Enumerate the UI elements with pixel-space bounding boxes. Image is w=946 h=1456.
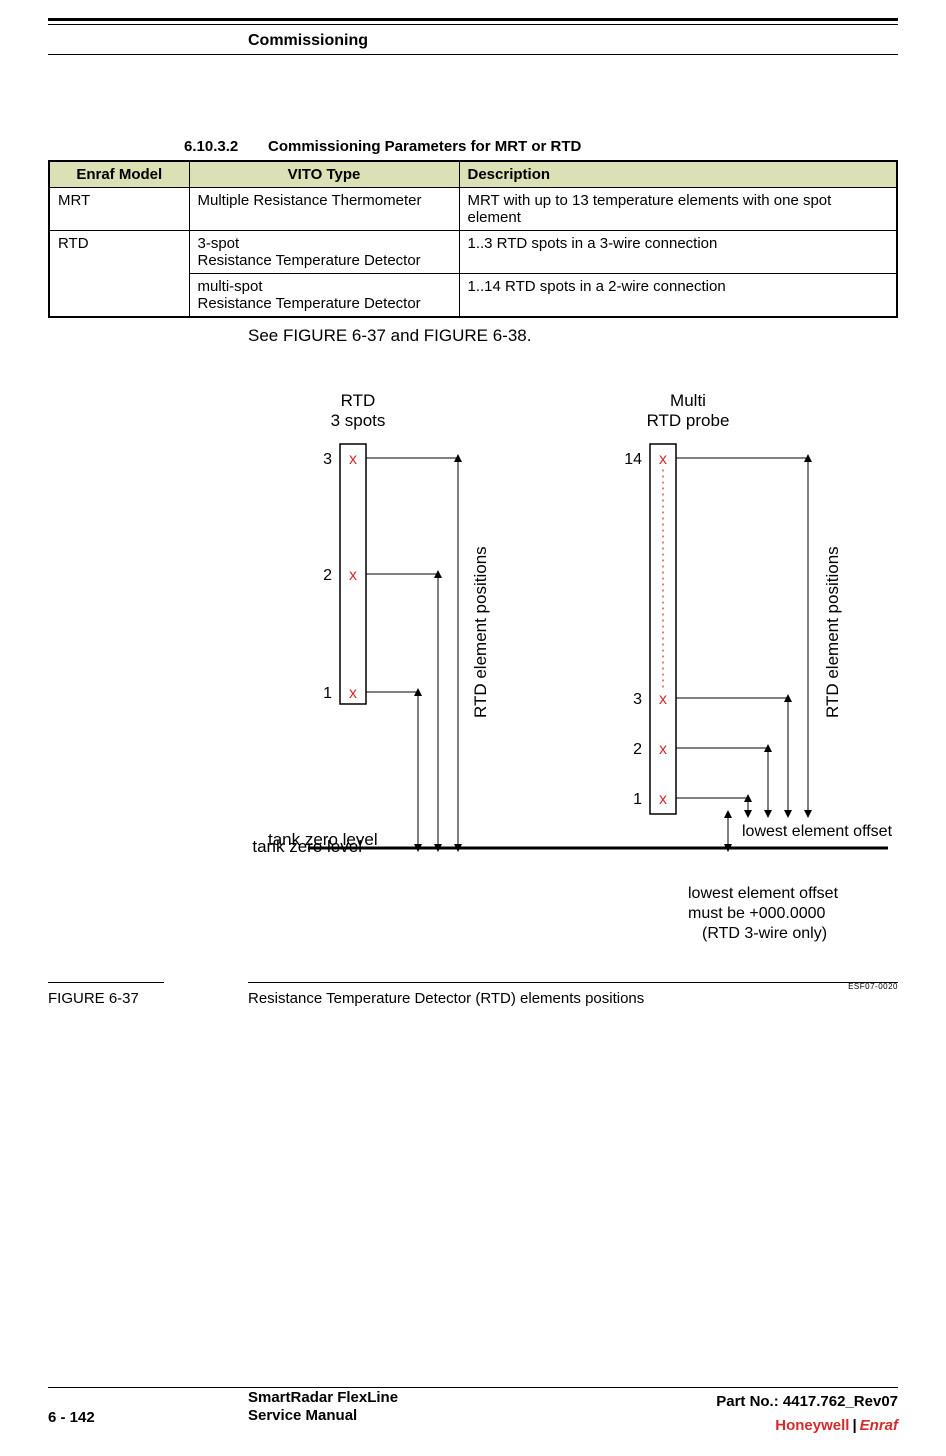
doc-title: SmartRadar FlexLine Service Manual bbox=[248, 1389, 398, 1427]
page-number: 6 - 142 bbox=[48, 1409, 95, 1426]
figure-number: FIGURE 6-37 bbox=[48, 990, 139, 1007]
part-number: Part No.: 4417.762_Rev07 bbox=[716, 1393, 898, 1410]
x-mark: x bbox=[659, 451, 667, 468]
logo-divider: | bbox=[849, 1417, 859, 1434]
x-mark: x bbox=[659, 691, 667, 708]
td-vito-rtd-multi: multi-spot Resistance Temperature Detect… bbox=[189, 274, 459, 318]
figure-caption: Resistance Temperature Detector (RTD) el… bbox=[248, 990, 644, 1007]
note-line-3: (RTD 3-wire only) bbox=[702, 925, 827, 942]
td-model-mrt: MRT bbox=[49, 188, 189, 231]
num-1r: 1 bbox=[633, 791, 642, 808]
td-desc-mrt: MRT with up to 13 temperature elements w… bbox=[459, 188, 897, 231]
note-line-2: must be +000.0000 bbox=[688, 905, 826, 922]
rule-top-thin bbox=[48, 24, 898, 25]
honeywell-enraf-logo: Honeywell|Enraf bbox=[775, 1417, 898, 1434]
th-description: Description bbox=[459, 161, 897, 188]
right-title-2: RTD probe bbox=[647, 411, 730, 430]
label: 3-spot bbox=[198, 235, 240, 252]
x-mark: x bbox=[659, 791, 667, 808]
table-header-row: Enraf Model VITO Type Description bbox=[49, 161, 897, 188]
th-vito-type: VITO Type bbox=[189, 161, 459, 188]
td-vito-mrt: Multiple Resistance Thermometer bbox=[189, 188, 459, 231]
table-row: RTD 3-spot Resistance Temperature Detect… bbox=[49, 231, 897, 274]
num-14: 14 bbox=[624, 451, 642, 468]
left-title-2: 3 spots bbox=[331, 411, 386, 430]
section-number: 6.10.3.2 bbox=[184, 138, 238, 155]
th-enraf-model: Enraf Model bbox=[49, 161, 189, 188]
label: Resistance Temperature Detector bbox=[198, 295, 421, 312]
note-line-1: lowest element offset bbox=[688, 885, 839, 902]
figure-code: ESF07-0020 bbox=[848, 982, 898, 991]
td-model-rtd: RTD bbox=[49, 231, 189, 318]
rule-top-thick bbox=[48, 18, 898, 21]
num-3: 3 bbox=[323, 451, 332, 468]
td-vito-rtd-3spot: 3-spot Resistance Temperature Detector bbox=[189, 231, 459, 274]
logo-enraf: Enraf bbox=[860, 1417, 898, 1434]
see-figure-text: See FIGURE 6-37 and FIGURE 6-38. bbox=[248, 326, 531, 346]
num-2: 2 bbox=[323, 567, 332, 584]
td-desc-rtd-multi: 1..14 RTD spots in a 2-wire connection bbox=[459, 274, 897, 318]
chapter-title: Commissioning bbox=[248, 32, 368, 50]
vito-type-table: Enraf Model VITO Type Description MRT Mu… bbox=[48, 160, 898, 318]
doc-title-2: Service Manual bbox=[248, 1407, 357, 1424]
label: multi-spot bbox=[198, 278, 263, 295]
left-title-1: RTD bbox=[341, 391, 376, 410]
rtd-positions-label-left: RTD element positions bbox=[471, 546, 490, 718]
figure-rule-right bbox=[248, 982, 898, 983]
lowest-offset-label: lowest element offset bbox=[742, 823, 893, 840]
rtd-positions-label-right: RTD element positions bbox=[823, 546, 842, 718]
x-mark: x bbox=[349, 567, 357, 584]
rule-footer bbox=[48, 1387, 898, 1388]
logo-honeywell: Honeywell bbox=[775, 1417, 849, 1434]
x-mark: x bbox=[659, 741, 667, 758]
td-desc-rtd-3spot: 1..3 RTD spots in a 3-wire connection bbox=[459, 231, 897, 274]
rule-under-chapter bbox=[48, 54, 898, 55]
num-3r: 3 bbox=[633, 691, 642, 708]
x-mark: x bbox=[349, 451, 357, 468]
num-1: 1 bbox=[323, 685, 332, 702]
figure-rule-left bbox=[48, 982, 164, 983]
diagram-svg: RTD 3 spots x x x 3 2 1 RTD element posi… bbox=[248, 388, 898, 968]
rtd-diagram: RTD 3 spots x x x 3 2 1 RTD element posi… bbox=[248, 388, 898, 968]
doc-title-1: SmartRadar FlexLine bbox=[248, 1389, 398, 1406]
table-row: MRT Multiple Resistance Thermometer MRT … bbox=[49, 188, 897, 231]
tank-zero-level-text: tank zero level bbox=[268, 830, 378, 850]
x-mark: x bbox=[349, 685, 357, 702]
label: Resistance Temperature Detector bbox=[198, 252, 421, 269]
right-title-1: Multi bbox=[670, 391, 706, 410]
num-2r: 2 bbox=[633, 741, 642, 758]
section-title: Commissioning Parameters for MRT or RTD bbox=[268, 138, 581, 155]
